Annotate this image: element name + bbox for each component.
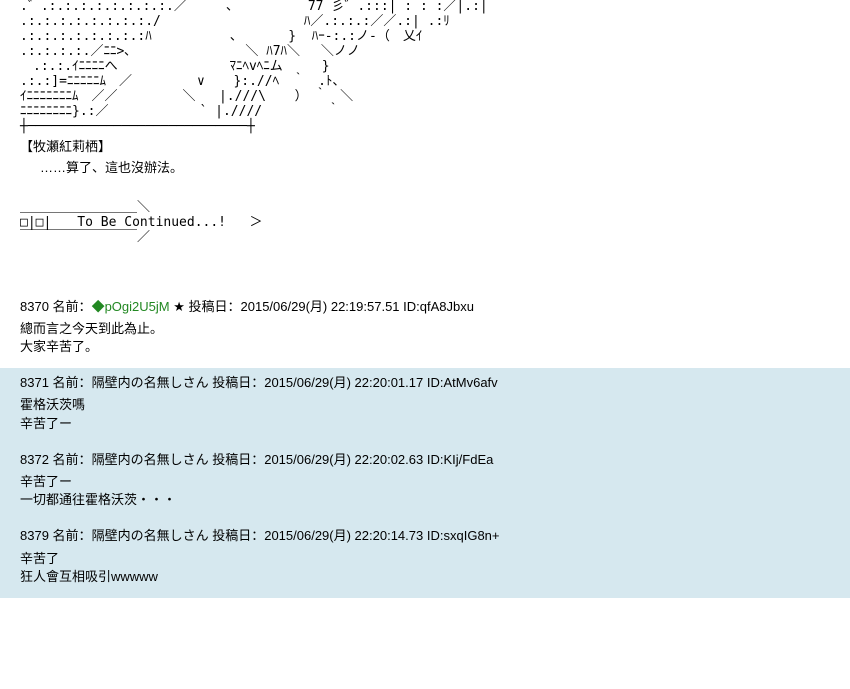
post-body: 總而言之今天到此為止。 大家辛苦了。 [20,320,830,356]
post-body: 辛苦了 狂人會互相吸引wwwww [20,550,830,586]
post-body: 霍格沃茨嗎 辛苦了ー [20,396,830,432]
speaker-name: 【牧瀬紅莉栖】 [0,138,850,156]
star-icon: ★ [173,299,185,314]
name-label: 名前： [53,375,92,390]
posts-container: 8370 名前：◆pOgi2U5jM ★ 投稿日：2015/06/29(月) 2… [0,292,850,598]
name-label: 名前： [53,299,92,314]
ascii-art-block: .゛.:.:.:.:.:.:.:.:.／ 、 77 彡゛.:::| : : :／… [0,0,850,134]
post: 8370 名前：◆pOgi2U5jM ★ 投稿日：2015/06/29(月) 2… [0,292,850,369]
post-body: 辛苦了ー 一切都通往霍格沃茨・・・ [20,473,830,509]
id-label: ID: [427,452,444,467]
post: 8379 名前：隔壁内の名無しさん 投稿日：2015/06/29(月) 22:2… [0,521,850,598]
post-header: 8372 名前：隔壁内の名無しさん 投稿日：2015/06/29(月) 22:2… [20,451,830,469]
dialogue-line: ……算了、這也沒辦法。 [0,159,850,177]
post-number[interactable]: 8370 [20,299,49,314]
tripcode: ◆pOgi2U5jM [92,299,170,314]
poster-name: 隔壁内の名無しさん [92,375,209,390]
post: 8371 名前：隔壁内の名無しさん 投稿日：2015/06/29(月) 22:2… [0,368,850,445]
post: 8372 名前：隔壁内の名無しさん 投稿日：2015/06/29(月) 22:2… [0,445,850,522]
post-number[interactable]: 8372 [20,452,49,467]
post-number[interactable]: 8379 [20,528,49,543]
date-label: 投稿日： [212,528,264,543]
post-id[interactable]: sxqIG8n+ [443,528,499,543]
id-label: ID: [403,299,420,314]
post-date: 2015/06/29(月) 22:19:57.51 [241,299,400,314]
post-number[interactable]: 8371 [20,375,49,390]
post-id[interactable]: AtMv6afv [443,375,497,390]
post-date: 2015/06/29(月) 22:20:01.17 [264,375,423,390]
id-label: ID: [427,375,444,390]
post-header: 8371 名前：隔壁内の名無しさん 投稿日：2015/06/29(月) 22:2… [20,374,830,392]
post-date: 2015/06/29(月) 22:20:14.73 [264,528,423,543]
post-header: 8379 名前：隔壁内の名無しさん 投稿日：2015/06/29(月) 22:2… [20,527,830,545]
post-id[interactable]: qfA8Jbxu [420,299,474,314]
post-header: 8370 名前：◆pOgi2U5jM ★ 投稿日：2015/06/29(月) 2… [20,298,830,316]
post-date: 2015/06/29(月) 22:20:02.63 [264,452,423,467]
poster-name: 隔壁内の名無しさん [92,528,209,543]
name-label: 名前： [53,452,92,467]
poster-name: 隔壁内の名無しさん [92,452,209,467]
date-label: 投稿日： [212,452,264,467]
to-be-continued: ＿＿＿＿＿＿＿＿＿＼ □|□| To Be Continued...! ＞ ￣￣… [20,201,263,246]
tbc-arrow-art: ＿＿＿＿＿＿＿＿＿＼ □|□| To Be Continued...! ＞ ￣￣… [20,201,263,246]
post-id[interactable]: KIj/FdEa [443,452,493,467]
date-label: 投稿日： [189,299,241,314]
date-label: 投稿日： [212,375,264,390]
id-label: ID: [427,528,444,543]
name-label: 名前： [53,528,92,543]
